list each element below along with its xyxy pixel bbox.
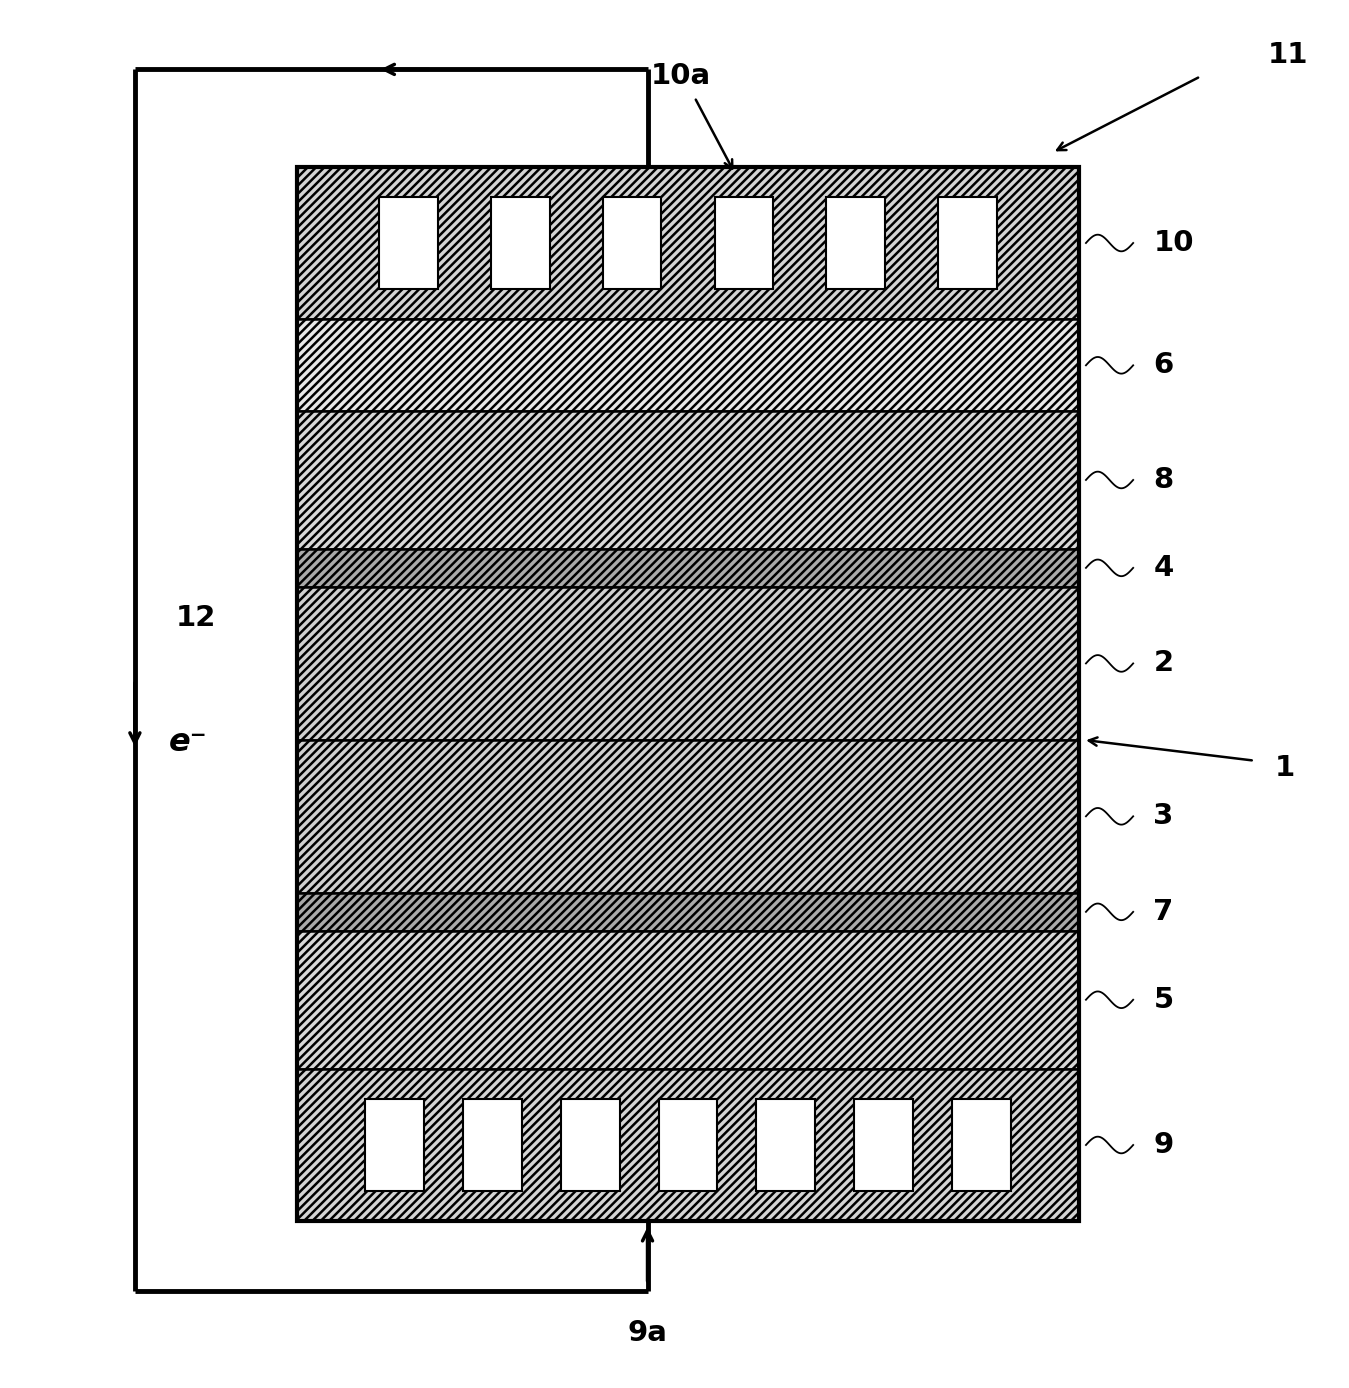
Text: 7: 7	[1153, 898, 1174, 926]
Bar	[463, 1099, 522, 1191]
Bar	[297, 548, 1079, 587]
Text: 9a: 9a	[627, 1319, 668, 1346]
Bar	[491, 197, 549, 289]
Text: 10: 10	[1153, 229, 1194, 257]
Text: 5: 5	[1153, 985, 1174, 1013]
Bar	[952, 1099, 1010, 1191]
Bar	[827, 197, 885, 289]
Text: 1: 1	[1275, 754, 1295, 781]
Text: 3: 3	[1153, 802, 1174, 830]
Text: 4: 4	[1153, 554, 1174, 582]
Bar	[297, 740, 1079, 892]
Text: 6: 6	[1153, 351, 1174, 379]
Bar	[297, 892, 1079, 931]
Bar	[561, 1099, 619, 1191]
Bar	[297, 931, 1079, 1069]
Bar	[854, 1099, 913, 1191]
Bar	[297, 319, 1079, 411]
Bar	[297, 587, 1079, 740]
Bar	[366, 1099, 424, 1191]
Bar	[297, 167, 1079, 1221]
Bar	[379, 197, 438, 289]
Text: 11: 11	[1268, 42, 1309, 69]
Text: 12: 12	[175, 604, 216, 632]
Bar	[297, 411, 1079, 548]
Text: 2: 2	[1153, 650, 1174, 677]
Bar	[757, 1099, 815, 1191]
Text: 9: 9	[1153, 1131, 1174, 1159]
Bar	[297, 167, 1079, 319]
Text: 10a: 10a	[652, 62, 711, 90]
Bar	[297, 1069, 1079, 1221]
Bar	[938, 197, 997, 289]
Text: e⁻: e⁻	[169, 727, 208, 758]
Bar	[603, 197, 661, 289]
Bar	[658, 1099, 718, 1191]
Bar	[715, 197, 773, 289]
Text: 8: 8	[1153, 466, 1174, 494]
